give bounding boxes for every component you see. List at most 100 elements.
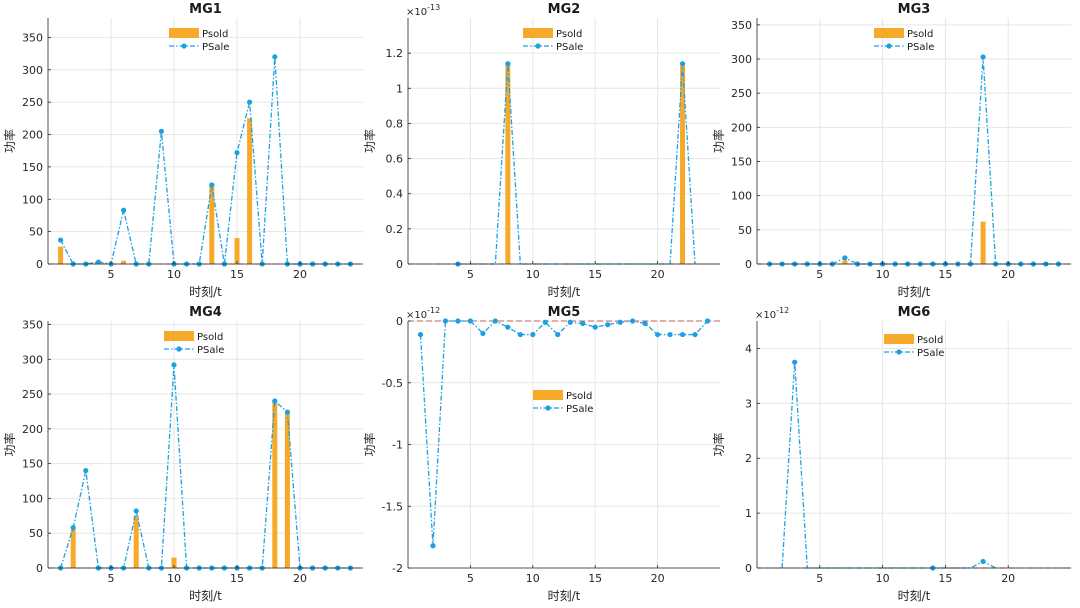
y-tick-label: 0.8 xyxy=(386,117,404,130)
point-psale xyxy=(505,61,511,67)
plot-area xyxy=(48,18,363,264)
panel-mg6: 5 10 15 20 0 1 2 3 4 MG6 ×10-12 时刻/t 功率 Psold PSale xyxy=(711,305,1071,603)
point-psale xyxy=(234,150,240,156)
point-psale xyxy=(655,331,661,338)
legend-swatch-psold xyxy=(169,28,199,38)
y-tick-label: 4 xyxy=(745,342,752,355)
y-tick-label: -2 xyxy=(392,562,403,575)
panel-mg4: 5 10 15 20050100150200250300350MG4时刻/t功率Pso… xyxy=(2,305,363,603)
legend: Psold PSale xyxy=(523,28,583,53)
legend-swatch-psold xyxy=(523,28,553,38)
y-tick-label: 0 xyxy=(396,315,403,328)
y-axis-label: 功率 xyxy=(362,129,377,153)
plot-area xyxy=(48,321,363,568)
point-psale xyxy=(272,398,278,404)
point-psale xyxy=(842,255,848,261)
point-psale xyxy=(158,128,164,134)
x-tick-label: 5 xyxy=(816,268,823,281)
x-tick-label: 20 xyxy=(293,268,307,281)
legend-label-psale: PSale xyxy=(197,345,224,356)
panel-mg1: 5 10 15 20050100150200250300350MG1时刻/t功率Pso… xyxy=(2,2,363,299)
x-axis-label: 时刻/t xyxy=(548,285,581,299)
exponent-power: -12 xyxy=(776,306,789,315)
y-tick-label: 50 xyxy=(29,226,43,239)
bar-psold xyxy=(247,118,253,264)
point-psale xyxy=(272,54,278,60)
x-tick-label: 10 xyxy=(526,572,540,585)
x-tick-label: 15 xyxy=(230,572,244,585)
legend-label-psale: PSale xyxy=(556,42,583,53)
x-tick-label: 5 xyxy=(816,572,823,585)
point-psale xyxy=(617,319,623,325)
y-tick-label: 0 xyxy=(36,258,43,271)
point-psale xyxy=(630,318,636,324)
y-tick-label: 300 xyxy=(731,53,752,66)
y-tick-label: 250 xyxy=(22,388,43,401)
x-axis-label: 时刻/t xyxy=(898,285,931,299)
legend-marker-psale xyxy=(896,349,902,355)
point-psale xyxy=(467,318,473,324)
point-psale xyxy=(679,61,686,67)
legend-label-psale: PSale xyxy=(566,404,593,415)
point-psale xyxy=(679,331,686,338)
y-tick-label: 300 xyxy=(22,353,43,366)
point-psale xyxy=(83,467,89,474)
y-tick-label: 150 xyxy=(731,156,752,169)
x-tick-label: 20 xyxy=(1001,572,1015,585)
y-tick-label: 150 xyxy=(22,161,43,174)
legend: Psold PSale xyxy=(164,331,224,356)
point-psale xyxy=(642,320,648,327)
x-axis-label: 时刻/t xyxy=(898,589,931,603)
y-tick-label: 250 xyxy=(22,96,43,109)
x-tick-label: 5 xyxy=(108,572,115,585)
legend-label-psale: PSale xyxy=(202,42,229,53)
bar-psold xyxy=(121,260,127,264)
point-psale xyxy=(542,319,548,325)
legend-label-psold: Psold xyxy=(556,29,582,40)
chart-title: MG2 xyxy=(548,2,581,17)
legend-marker-psale xyxy=(545,405,551,411)
point-psale xyxy=(792,359,798,365)
y-tick-label: -0.5 xyxy=(382,377,403,390)
panel-mg3: 5 10 15 20050100150200250300350MG3时刻/t功率Pso… xyxy=(711,2,1071,299)
x-tick-label: 20 xyxy=(651,572,665,585)
point-psale xyxy=(580,320,586,327)
point-psale xyxy=(417,331,424,338)
bar-psold xyxy=(980,221,986,264)
point-psale xyxy=(70,525,76,531)
point-psale xyxy=(667,331,673,338)
x-tick-label: 5 xyxy=(467,572,474,585)
bar-psold xyxy=(171,557,177,568)
chart-title: MG6 xyxy=(898,305,931,320)
bar-psold xyxy=(505,65,511,264)
plot-area xyxy=(757,18,1071,264)
legend-marker-psale xyxy=(176,346,182,352)
bar-psold xyxy=(70,529,76,568)
point-psale xyxy=(517,331,523,338)
point-psale xyxy=(567,319,573,325)
y-tick-label: -1 xyxy=(392,439,403,452)
point-psale xyxy=(58,237,64,243)
exponent-power: -13 xyxy=(427,3,440,12)
point-psale xyxy=(980,558,986,565)
point-psale xyxy=(442,318,449,324)
y-tick-label: 0 xyxy=(36,562,43,575)
y-tick-label: 1 xyxy=(745,507,752,520)
y-tick-label: 100 xyxy=(22,492,43,505)
y-axis-label: 功率 xyxy=(711,129,726,153)
point-psale xyxy=(704,318,711,324)
y-tick-label: 350 xyxy=(731,19,752,32)
y-tick-label: 200 xyxy=(22,129,43,142)
y-tick-label: 2 xyxy=(745,452,752,465)
bar-psold xyxy=(133,515,139,568)
legend-label-psale: PSale xyxy=(917,348,944,359)
bar-psold xyxy=(842,260,848,264)
exponent-label: ×10-12 xyxy=(755,306,789,321)
x-tick-label: 20 xyxy=(293,572,307,585)
point-psale xyxy=(592,324,598,330)
point-psale xyxy=(530,331,536,338)
point-psale xyxy=(171,362,177,368)
y-tick-label: 1.2 xyxy=(386,47,404,60)
legend-label-psold: Psold xyxy=(907,29,933,40)
x-tick-label: 15 xyxy=(938,572,952,585)
